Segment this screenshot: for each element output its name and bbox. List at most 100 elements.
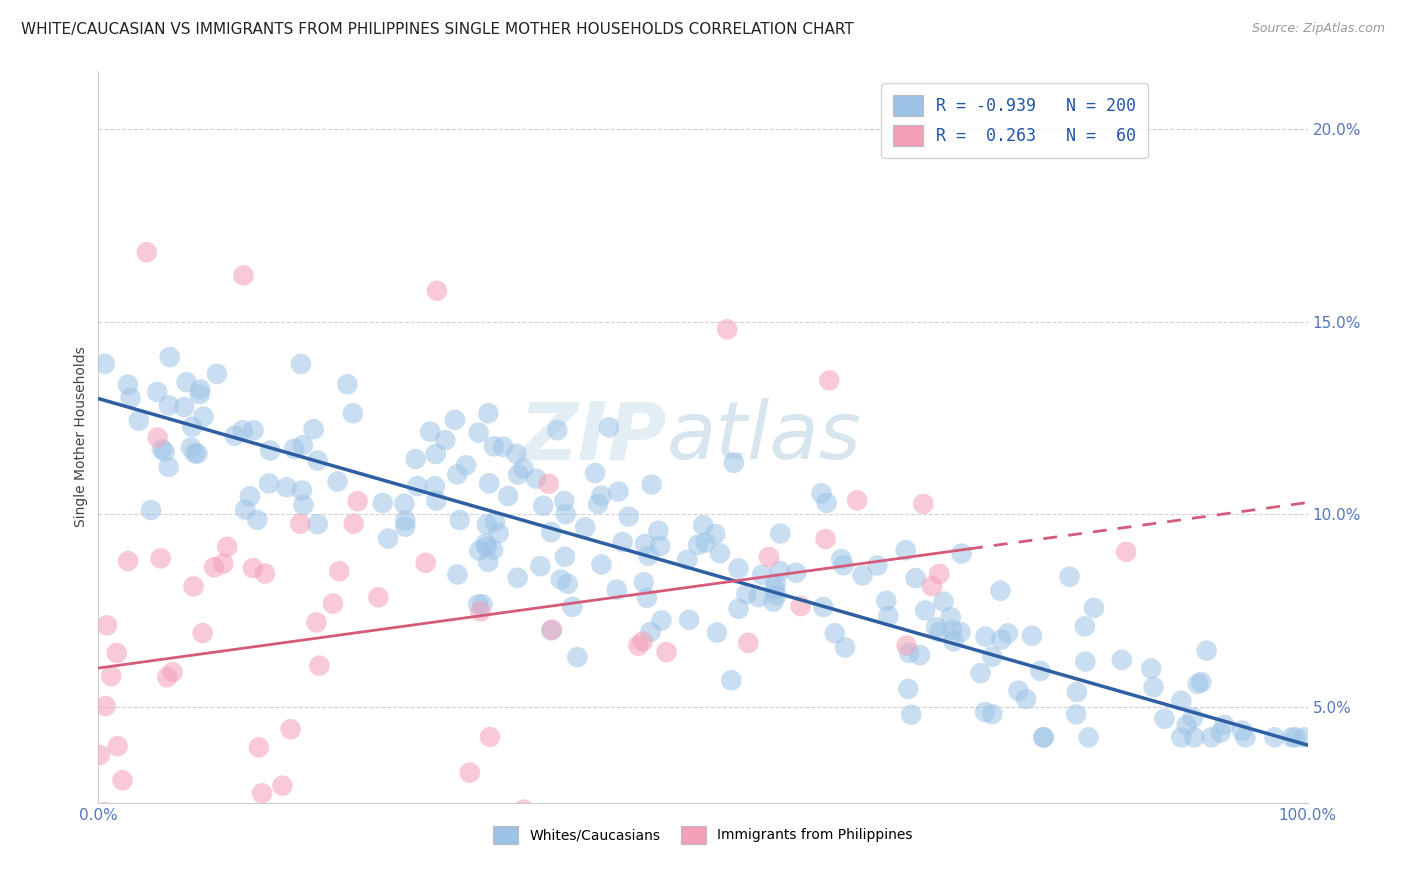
Point: [636, 591, 658, 605]
Point: [1111, 653, 1133, 667]
Point: [631, 634, 654, 648]
Point: [531, 499, 554, 513]
Point: [475, 540, 498, 554]
Point: [259, 443, 281, 458]
Point: [1281, 731, 1303, 745]
Point: [1074, 655, 1097, 669]
Point: [120, 391, 142, 405]
Point: [470, 605, 492, 619]
Point: [328, 564, 350, 578]
Point: [159, 350, 181, 364]
Point: [291, 438, 314, 452]
Point: [815, 496, 838, 510]
Point: [1074, 619, 1097, 633]
Point: [307, 517, 329, 532]
Point: [678, 613, 700, 627]
Point: [583, 466, 606, 480]
Point: [928, 625, 950, 640]
Point: [434, 433, 457, 447]
Point: [512, 803, 534, 817]
Point: [547, 815, 569, 830]
Point: [425, 447, 447, 461]
Point: [184, 446, 207, 460]
Point: [540, 525, 562, 540]
Point: [769, 564, 792, 578]
Point: [1175, 718, 1198, 732]
Point: [246, 513, 269, 527]
Point: [981, 707, 1004, 722]
Point: [425, 493, 447, 508]
Point: [765, 588, 787, 602]
Point: [607, 484, 630, 499]
Point: [100, 669, 122, 683]
Point: [1153, 712, 1175, 726]
Point: [232, 423, 254, 437]
Point: [512, 461, 534, 475]
Point: [146, 384, 169, 399]
Point: [96, 618, 118, 632]
Point: [969, 666, 991, 681]
Point: [281, 816, 304, 830]
Point: [488, 526, 510, 541]
Point: [1032, 731, 1054, 745]
Point: [990, 583, 1012, 598]
Point: [898, 646, 921, 660]
Point: [1170, 694, 1192, 708]
Point: [688, 538, 710, 552]
Point: [117, 554, 139, 568]
Point: [326, 475, 349, 489]
Text: ZIP: ZIP: [519, 398, 666, 476]
Point: [446, 567, 468, 582]
Point: [284, 840, 307, 855]
Point: [308, 658, 330, 673]
Point: [456, 458, 478, 473]
Point: [1032, 731, 1054, 745]
Point: [217, 540, 239, 554]
Point: [877, 609, 900, 624]
Point: [292, 498, 315, 512]
Point: [751, 567, 773, 582]
Point: [1294, 731, 1316, 745]
Point: [846, 493, 869, 508]
Point: [139, 503, 162, 517]
Point: [233, 502, 256, 516]
Point: [467, 425, 489, 440]
Point: [492, 440, 515, 454]
Point: [193, 409, 215, 424]
Point: [586, 497, 609, 511]
Point: [785, 566, 807, 580]
Point: [353, 815, 375, 830]
Point: [818, 373, 841, 387]
Point: [505, 447, 527, 461]
Point: [567, 650, 589, 665]
Point: [1083, 600, 1105, 615]
Text: Source: ZipAtlas.com: Source: ZipAtlas.com: [1251, 22, 1385, 36]
Point: [1234, 731, 1257, 745]
Point: [415, 556, 437, 570]
Point: [1170, 731, 1192, 745]
Point: [1284, 731, 1306, 745]
Point: [765, 576, 787, 591]
Point: [1140, 662, 1163, 676]
Point: [482, 542, 505, 557]
Point: [647, 524, 669, 538]
Point: [346, 494, 368, 508]
Point: [149, 551, 172, 566]
Point: [830, 552, 852, 566]
Point: [1209, 725, 1232, 739]
Point: [449, 513, 471, 527]
Point: [921, 579, 943, 593]
Point: [540, 624, 562, 638]
Point: [1187, 677, 1209, 691]
Point: [477, 406, 499, 420]
Point: [157, 398, 180, 412]
Point: [423, 479, 446, 493]
Point: [1066, 685, 1088, 699]
Point: [176, 375, 198, 389]
Point: [202, 560, 225, 574]
Point: [655, 645, 678, 659]
Text: WHITE/CAUCASIAN VS IMMIGRANTS FROM PHILIPPINES SINGLE MOTHER HOUSEHOLDS CORRELAT: WHITE/CAUCASIAN VS IMMIGRANTS FROM PHILI…: [21, 22, 853, 37]
Point: [1213, 718, 1236, 732]
Point: [205, 367, 228, 381]
Point: [950, 547, 973, 561]
